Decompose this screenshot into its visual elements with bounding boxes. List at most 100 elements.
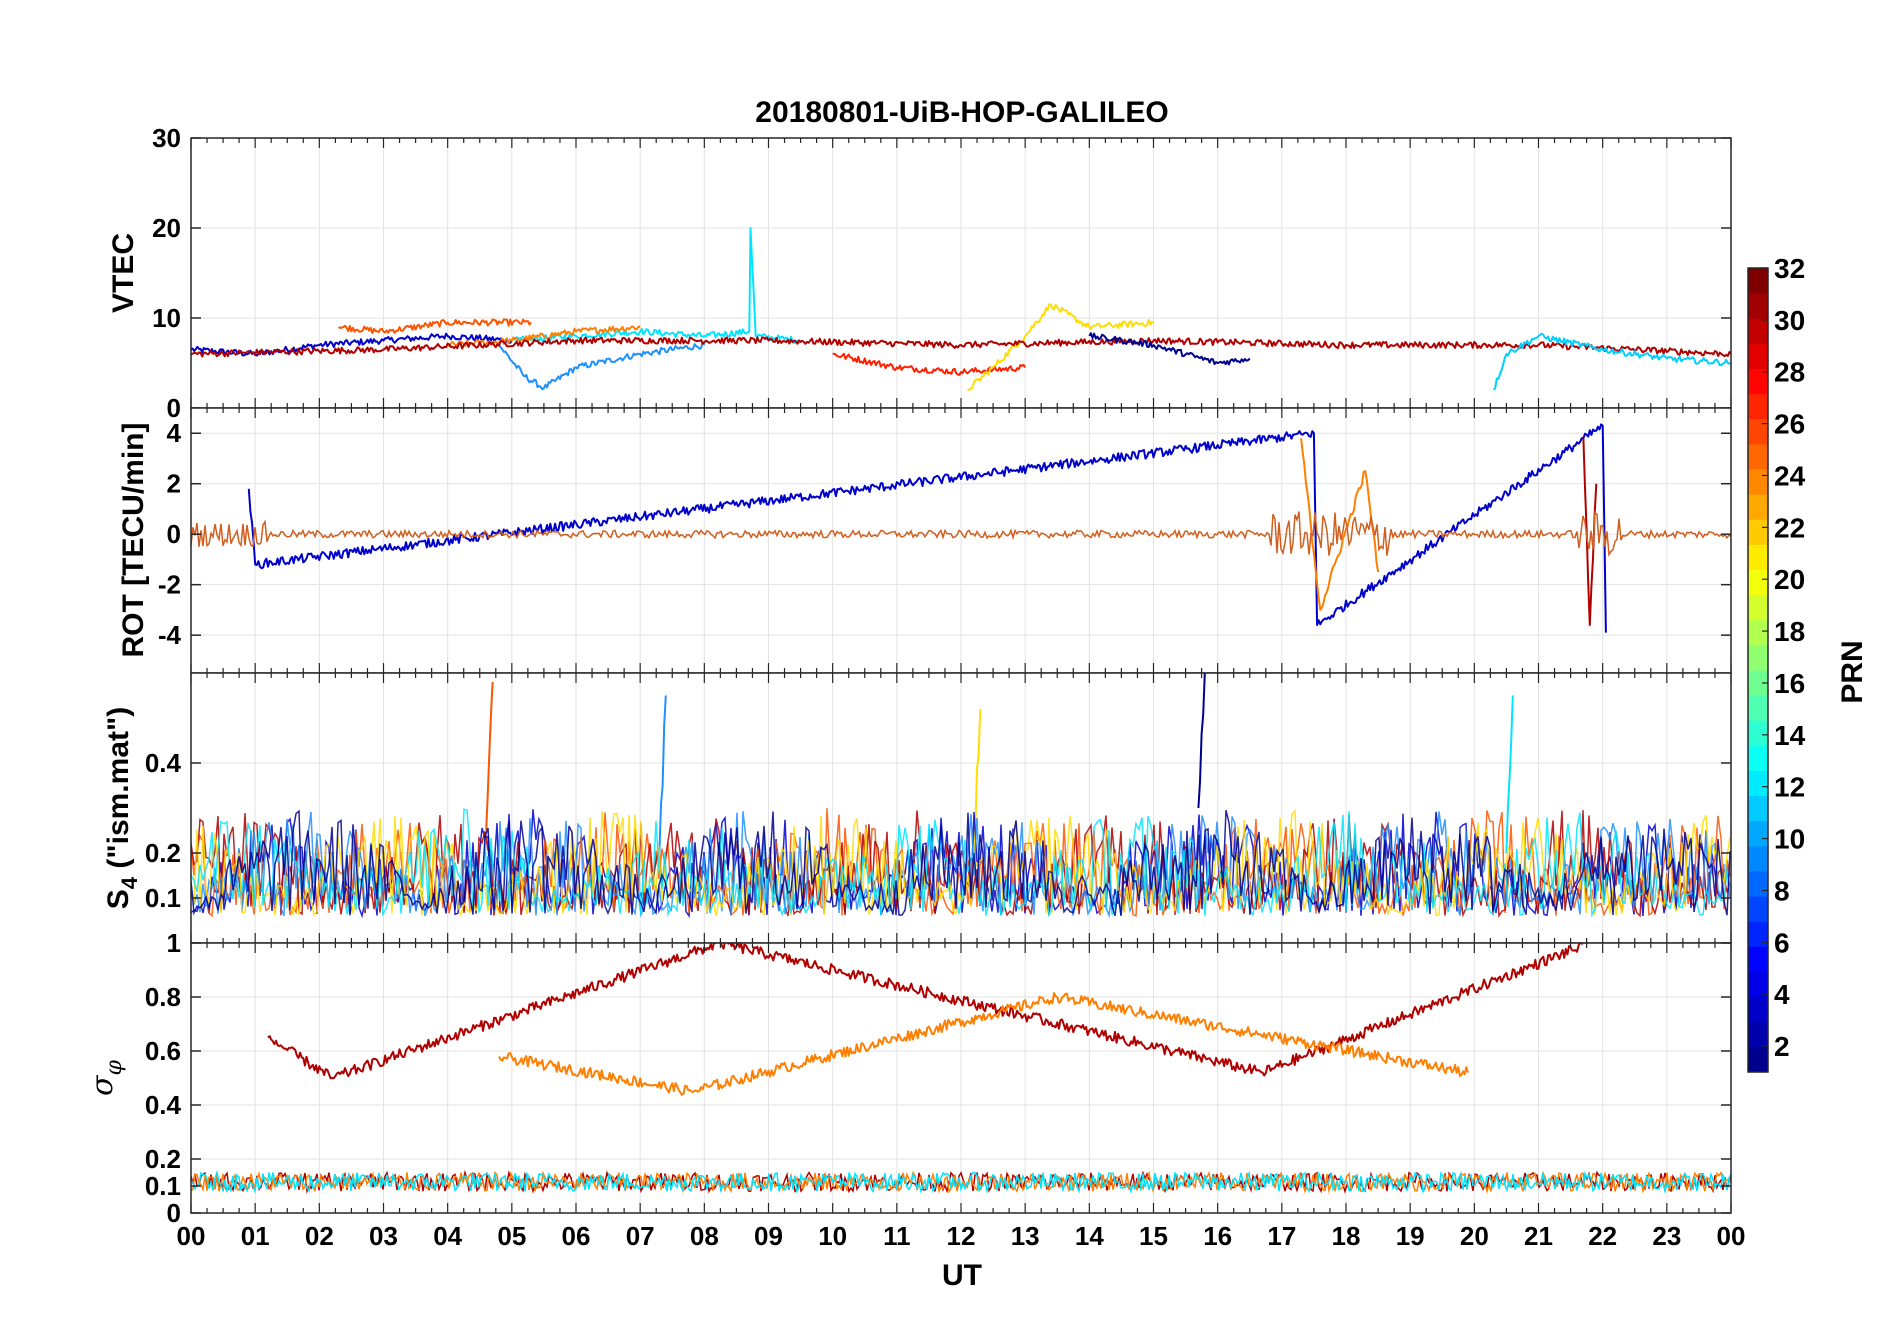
colorbar-tick-label: 6 bbox=[1774, 927, 1790, 958]
x-tick-label: 04 bbox=[433, 1221, 462, 1251]
colorbar-tick-label: 30 bbox=[1774, 305, 1805, 336]
sigma-series-group bbox=[191, 943, 1731, 1195]
rot-ytick-label: 2 bbox=[167, 469, 181, 499]
x-tick-label: 17 bbox=[1267, 1221, 1296, 1251]
colorbar-segment bbox=[1748, 594, 1768, 621]
colorbar-frame bbox=[1747, 267, 1769, 1073]
colorbar-segment bbox=[1748, 921, 1768, 947]
vtec-series-prn-3 bbox=[191, 332, 513, 357]
colorbar-tick-label: 8 bbox=[1774, 875, 1790, 906]
x-tick-label: 21 bbox=[1524, 1221, 1553, 1251]
vtec-ytick-label: 10 bbox=[152, 303, 181, 333]
s4-ylabel-rest: ("ism.mat") bbox=[102, 707, 135, 877]
colorbar-tick-label: 2 bbox=[1774, 1031, 1790, 1062]
vtec-series-prn-2 bbox=[1088, 332, 1251, 366]
x-tick-label: 22 bbox=[1588, 1221, 1617, 1251]
x-tick-label: 15 bbox=[1139, 1221, 1168, 1251]
vtec-ylabel: VTEC bbox=[107, 233, 140, 313]
colorbar-segment bbox=[1748, 494, 1768, 520]
colorbar-tick-label: 16 bbox=[1774, 668, 1805, 699]
vtec-ytick-label: 30 bbox=[152, 123, 181, 153]
colorbar-segment bbox=[1748, 368, 1768, 395]
colorbar-segment bbox=[1748, 770, 1768, 797]
colorbar-segment bbox=[1748, 871, 1768, 897]
colorbar-segment bbox=[1748, 695, 1768, 721]
colorbar-tick-label: 14 bbox=[1774, 720, 1806, 751]
colorbar-segment bbox=[1748, 996, 1768, 1023]
colorbar-segment bbox=[1748, 343, 1768, 369]
s4-series-background bbox=[191, 809, 1731, 917]
x-tick-label: 10 bbox=[818, 1221, 847, 1251]
colorbar-segment bbox=[1748, 619, 1768, 646]
sigma-series-prn-24 bbox=[498, 992, 1469, 1096]
s4-ylabel-main: S bbox=[102, 889, 135, 909]
x-tick-label: 08 bbox=[690, 1221, 719, 1251]
s4-panel: 0.1 0.2 0.4 bbox=[145, 672, 1732, 944]
colorbar-tick-label: 10 bbox=[1774, 824, 1805, 855]
rot-series-prn-24 bbox=[1300, 438, 1380, 611]
x-tick-label: 11 bbox=[883, 1221, 911, 1251]
rot-ytick-label: -4 bbox=[158, 620, 182, 650]
chart-title: 20180801-UiB-HOP-GALILEO bbox=[755, 96, 1168, 129]
colorbar-segment bbox=[1748, 644, 1768, 671]
vtec-ytick-label: 20 bbox=[152, 213, 181, 243]
colorbar-segment bbox=[1748, 268, 1768, 294]
vtec-series-prn-9 bbox=[498, 341, 706, 391]
colorbar-segment bbox=[1748, 845, 1768, 872]
colorbar-segment bbox=[1748, 418, 1768, 445]
rot-series-group bbox=[191, 423, 1731, 633]
colorbar-segment bbox=[1748, 971, 1768, 998]
vtec-series-prn-28 bbox=[832, 352, 1027, 376]
colorbar-tick-label: 20 bbox=[1774, 564, 1805, 595]
x-tick-label: 14 bbox=[1075, 1221, 1104, 1251]
x-tick-label: 09 bbox=[754, 1221, 783, 1251]
rot-ytick-label: 4 bbox=[167, 418, 182, 448]
colorbar-segment bbox=[1748, 519, 1768, 545]
x-axis: 00 01 02 03 04 05 06 07 08 09 10 11 12 13 14 15 16 17 18 19… bbox=[177, 1221, 1746, 1251]
colorbar-segment bbox=[1748, 896, 1768, 922]
rot-series-background bbox=[191, 510, 1731, 558]
rot-series-prn-3 bbox=[247, 423, 1607, 633]
x-tick-label: 16 bbox=[1203, 1221, 1232, 1251]
s4-series-background bbox=[191, 811, 1731, 919]
x-tick-label: 03 bbox=[369, 1221, 398, 1251]
vtec-series-prn-30 bbox=[191, 336, 1731, 358]
x-tick-label: 23 bbox=[1652, 1221, 1681, 1251]
sigma-ytick-label: 0.8 bbox=[145, 982, 181, 1012]
vtec-panel: 0 10 20 30 bbox=[152, 123, 1732, 423]
colorbar-tick-label: 4 bbox=[1774, 979, 1790, 1010]
s4-series-group bbox=[191, 673, 1731, 919]
y-axis-labels: VTEC ROT [TECU/min] S4 ("ism.mat") σφ bbox=[85, 233, 150, 1096]
x-tick-label: 02 bbox=[305, 1221, 334, 1251]
x-tick-label: 13 bbox=[1011, 1221, 1040, 1251]
colorbar-label: PRN bbox=[1836, 640, 1869, 703]
x-tick-label: 01 bbox=[241, 1221, 270, 1251]
s4-ylabel: S4 ("ism.mat") bbox=[102, 707, 142, 909]
x-tick-label: 18 bbox=[1332, 1221, 1361, 1251]
s4-ytick-label: 0.2 bbox=[145, 838, 181, 868]
colorbar-segment bbox=[1748, 544, 1768, 570]
vtec-ytick-label: 0 bbox=[167, 393, 181, 423]
x-tick-label: 06 bbox=[562, 1221, 591, 1251]
rot-ylabel: ROT [TECU/min] bbox=[117, 423, 150, 658]
sigma-series-background bbox=[191, 1169, 1731, 1195]
colorbar-segment bbox=[1748, 1046, 1768, 1073]
x-tick-label: 00 bbox=[177, 1221, 206, 1251]
sigma-ytick-label: 1 bbox=[167, 928, 181, 958]
x-tick-label: 07 bbox=[626, 1221, 655, 1251]
colorbar-tick-label: 12 bbox=[1774, 772, 1805, 803]
colorbar-segment bbox=[1748, 670, 1768, 696]
vtec-series-prn-26 bbox=[338, 318, 532, 335]
sigma-ytick-label: 0.6 bbox=[145, 1036, 181, 1066]
colorbar-segment bbox=[1748, 720, 1768, 746]
s4-ylabel-sub: 4 bbox=[117, 876, 142, 889]
colorbar-segment bbox=[1748, 795, 1768, 822]
s4-ytick-label: 0.1 bbox=[145, 883, 181, 913]
x-tick-label: 20 bbox=[1460, 1221, 1489, 1251]
vtec-series-prn-20 bbox=[967, 303, 1154, 391]
sigma-ytick-label: 0.2 bbox=[145, 1144, 181, 1174]
colorbar-tick-label: 18 bbox=[1774, 616, 1805, 647]
x-tick-label: 00 bbox=[1717, 1221, 1746, 1251]
sigma-ylabel-sub: φ bbox=[102, 1059, 127, 1075]
